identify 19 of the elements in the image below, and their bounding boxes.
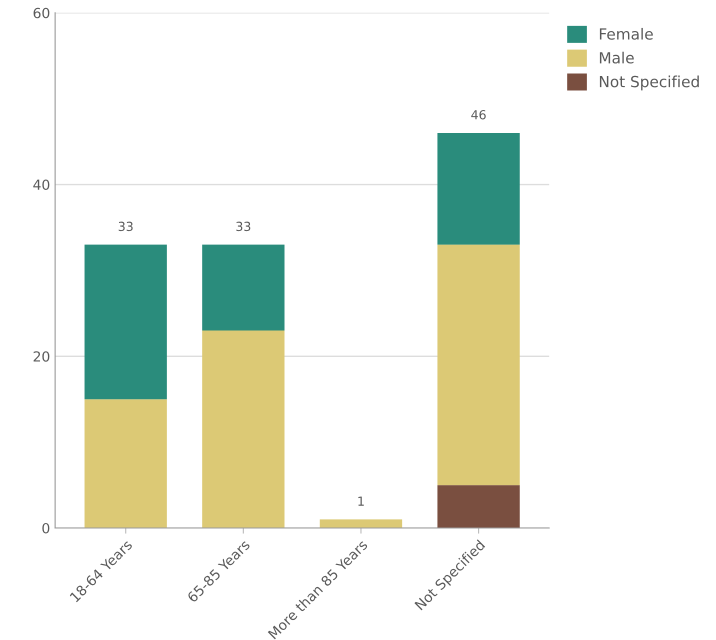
total-label: 33 <box>236 222 250 232</box>
total-label: 46 <box>471 110 486 120</box>
bar <box>202 330 285 528</box>
total-label: 33 <box>118 222 133 232</box>
legend-label: Not Specified <box>600 76 699 90</box>
legend-label: Female <box>600 28 653 40</box>
bar <box>84 399 167 528</box>
bar <box>437 133 520 245</box>
bar <box>437 244 520 486</box>
bar <box>437 485 520 528</box>
legend-label: Male <box>600 52 634 64</box>
y-tick-label: 40 <box>33 180 50 190</box>
bar <box>202 244 285 331</box>
total-label: 1 <box>358 496 364 506</box>
y-tick-label: 20 <box>34 351 50 362</box>
bar <box>84 244 167 400</box>
y-tick-label: 0 <box>42 522 50 534</box>
bar <box>320 519 402 528</box>
y-tick-label: 60 <box>34 8 50 18</box>
